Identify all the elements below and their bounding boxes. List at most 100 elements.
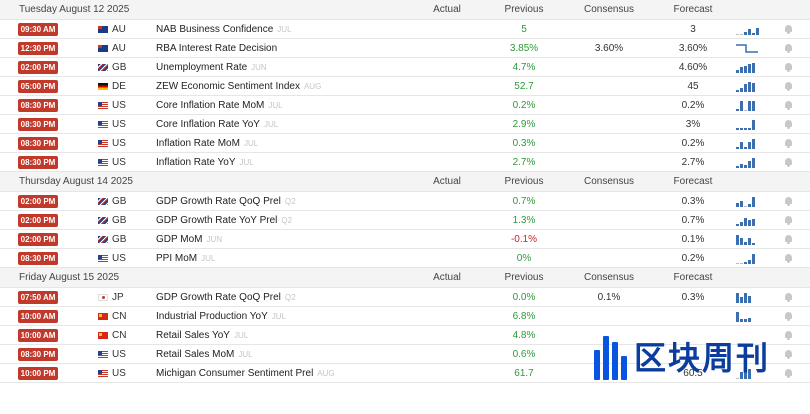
previous-value: 4.7% <box>512 62 536 73</box>
event-name[interactable]: Core Inflation Rate YoY JUL <box>156 115 278 134</box>
sparkline-chart-icon[interactable] <box>736 100 758 111</box>
event-name[interactable]: Core Inflation Rate MoM JUL <box>156 96 283 115</box>
forecast-value: 3.60% <box>678 43 708 54</box>
event-title[interactable]: GDP Growth Rate QoQ Prel <box>156 196 281 207</box>
sparkline-chart-icon[interactable] <box>736 311 758 322</box>
event-title[interactable]: Unemployment Rate <box>156 62 248 73</box>
section-date: Tuesday August 12 2025 <box>19 4 130 15</box>
forecast-value: 0.3% <box>681 292 705 303</box>
sparkline-bar <box>748 296 751 303</box>
bell-icon[interactable] <box>784 369 793 378</box>
sparkline-bar <box>740 142 743 149</box>
sparkline-bar <box>736 203 739 207</box>
bell-icon[interactable] <box>784 254 793 263</box>
event-row[interactable]: 02:00 PM GB GDP Growth Rate QoQ Prel Q2 0.7%… <box>0 192 810 211</box>
event-name[interactable]: Industrial Production YoY JUL <box>156 307 286 326</box>
bell-icon[interactable] <box>784 158 793 167</box>
bell-icon[interactable] <box>784 235 793 244</box>
event-title[interactable]: Retail Sales MoM <box>156 349 235 360</box>
event-name[interactable]: Michigan Consumer Sentiment Prel AUG <box>156 364 335 383</box>
event-title[interactable]: GDP MoM <box>156 234 203 245</box>
sparkline-chart-icon[interactable] <box>736 157 758 168</box>
event-name[interactable]: GDP Growth Rate YoY Prel Q2 <box>156 211 292 230</box>
bell-icon[interactable] <box>784 293 793 302</box>
event-name[interactable]: ZEW Economic Sentiment Index AUG <box>156 77 321 96</box>
event-name[interactable]: PPI MoM JUL <box>156 249 215 268</box>
bell-icon[interactable] <box>784 44 793 53</box>
time-badge: 08:30 PM <box>18 118 58 131</box>
time-badge: 12:30 PM <box>18 42 58 55</box>
event-title[interactable]: Core Inflation Rate YoY <box>156 119 260 130</box>
event-title[interactable]: Inflation Rate YoY <box>156 157 236 168</box>
bell-icon[interactable] <box>784 25 793 34</box>
event-period: JUL <box>201 254 216 263</box>
event-title[interactable]: PPI MoM <box>156 253 198 264</box>
sparkline-chart-icon[interactable] <box>736 138 758 149</box>
previous-value: 4.8% <box>512 330 536 341</box>
country-code: US <box>112 119 126 130</box>
event-title[interactable]: GDP Growth Rate YoY Prel <box>156 215 278 226</box>
event-name[interactable]: Unemployment Rate JUN <box>156 58 267 77</box>
section-header: Friday August 15 2025 Actual Previous Co… <box>0 268 810 288</box>
sparkline-chart-icon[interactable] <box>736 43 758 54</box>
sparkline-chart-icon[interactable] <box>736 119 758 130</box>
bell-icon[interactable] <box>784 216 793 225</box>
event-title[interactable]: Core Inflation Rate MoM <box>156 100 265 111</box>
bell-icon[interactable] <box>784 63 793 72</box>
sparkline-chart-icon[interactable] <box>736 81 758 92</box>
event-row[interactable]: 09:30 AM AU NAB Business Confidence JUL 5 3 <box>0 20 810 39</box>
bell-icon[interactable] <box>784 197 793 206</box>
bell-icon[interactable] <box>784 312 793 321</box>
sparkline-bar <box>752 243 755 245</box>
event-row[interactable]: 08:30 PM US Core Inflation Rate MoM JUL 0.2%… <box>0 96 810 115</box>
event-name[interactable]: RBA Interest Rate Decision <box>156 39 281 58</box>
sparkline-bar <box>748 204 751 207</box>
event-row[interactable]: 07:50 AM JP GDP Growth Rate QoQ Prel Q2 0.0%… <box>0 288 810 307</box>
au-flag-icon <box>98 45 108 52</box>
column-forecast: Forecast <box>673 4 713 15</box>
bell-icon[interactable] <box>784 82 793 91</box>
sparkline-chart-icon[interactable] <box>736 62 758 73</box>
bell-icon[interactable] <box>784 139 793 148</box>
sparkline-chart-icon[interactable] <box>736 292 758 303</box>
sparkline-chart-icon[interactable] <box>736 196 758 207</box>
event-period: Q2 <box>284 293 296 302</box>
event-name[interactable]: Retail Sales MoM JUL <box>156 345 253 364</box>
event-title[interactable]: Industrial Production YoY <box>156 311 268 322</box>
event-row[interactable]: 12:30 PM AU RBA Interest Rate Decision 3.85… <box>0 39 810 58</box>
sparkline-chart-icon[interactable] <box>736 368 758 379</box>
event-name[interactable]: Inflation Rate YoY JUL <box>156 153 254 172</box>
event-title[interactable]: Inflation Rate MoM <box>156 138 240 149</box>
sparkline-chart-icon[interactable] <box>736 24 759 35</box>
event-name[interactable]: Inflation Rate MoM JUL <box>156 134 258 153</box>
event-row[interactable]: 08:30 PM US Inflation Rate YoY JUL 2.7% 2.7% <box>0 153 810 172</box>
sparkline-chart-icon[interactable] <box>736 215 758 226</box>
sparkline-chart-icon[interactable] <box>736 234 758 245</box>
event-row[interactable]: 02:00 PM GB Unemployment Rate JUN 4.7% 4.60% <box>0 58 810 77</box>
event-name[interactable]: GDP MoM JUN <box>156 230 222 249</box>
event-title[interactable]: Michigan Consumer Sentiment Prel <box>156 368 314 379</box>
event-row[interactable]: 02:00 PM GB GDP Growth Rate YoY Prel Q2 1.3%… <box>0 211 810 230</box>
event-row[interactable]: 08:30 PM US Inflation Rate MoM JUL 0.3% 0.2% <box>0 134 810 153</box>
country-code: GB <box>112 215 127 226</box>
sparkline-chart-icon[interactable] <box>736 253 758 264</box>
bell-icon[interactable] <box>784 331 793 340</box>
event-title[interactable]: NAB Business Confidence <box>156 24 274 35</box>
event-row[interactable]: 02:00 PM GB GDP MoM JUN -0.1% 0.1% <box>0 230 810 249</box>
event-title[interactable]: Retail Sales YoY <box>156 330 230 341</box>
event-title[interactable]: ZEW Economic Sentiment Index <box>156 81 300 92</box>
event-title[interactable]: GDP Growth Rate QoQ Prel <box>156 292 281 303</box>
event-row[interactable]: 08:30 PM US PPI MoM JUL 0% 0.2% <box>0 249 810 268</box>
event-name[interactable]: GDP Growth Rate QoQ Prel Q2 <box>156 288 296 307</box>
event-title[interactable]: RBA Interest Rate Decision <box>156 43 278 54</box>
event-name[interactable]: Retail Sales YoY JUL <box>156 326 248 345</box>
bell-icon[interactable] <box>784 101 793 110</box>
jp-flag-icon <box>98 294 108 301</box>
event-name[interactable]: GDP Growth Rate QoQ Prel Q2 <box>156 192 296 211</box>
event-row[interactable]: 05:00 PM DE ZEW Economic Sentiment Index AU… <box>0 77 810 96</box>
event-row[interactable]: 10:00 AM CN Industrial Production YoY JUL 6.… <box>0 307 810 326</box>
bell-icon[interactable] <box>784 350 793 359</box>
event-name[interactable]: NAB Business Confidence JUL <box>156 20 292 39</box>
event-row[interactable]: 08:30 PM US Core Inflation Rate YoY JUL 2.9%… <box>0 115 810 134</box>
bell-icon[interactable] <box>784 120 793 129</box>
